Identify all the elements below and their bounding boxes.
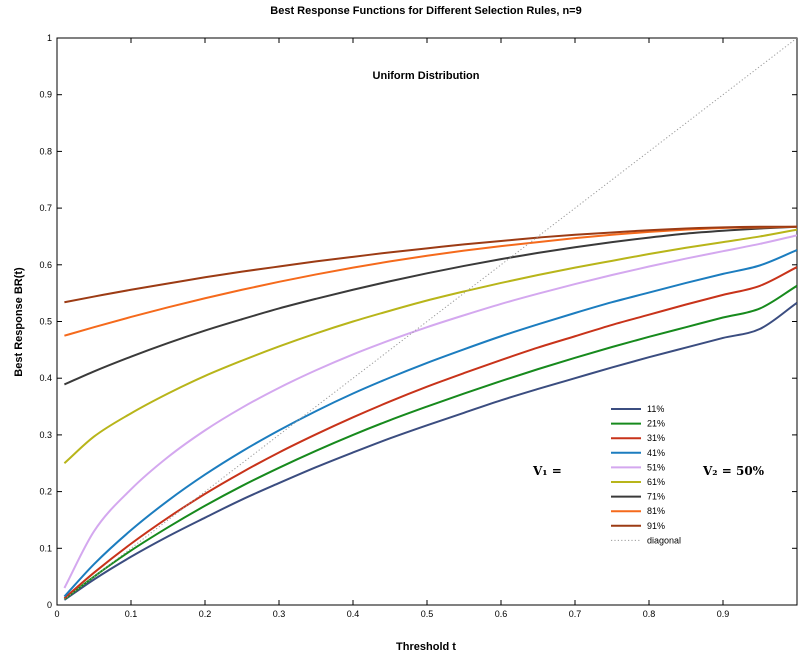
x-tick-label: 0.7 [569,609,582,619]
x-tick-label: 0.8 [643,609,656,619]
chart-title: Best Response Functions for Different Se… [270,5,581,17]
y-tick-label: 0.6 [39,260,52,270]
series-line-51pct [63,234,797,589]
x-tick-label: 0 [54,609,59,619]
series-line-91pct [64,225,797,304]
y-tick-label: 0.8 [39,146,52,156]
y-tick-label: 0 [47,600,52,610]
x-tick-label: 0.3 [273,609,286,619]
legend-label: 61% [647,477,665,487]
series-line-71pct [63,225,797,386]
legend-label: 11% [647,404,664,414]
y-tick-label: 0.5 [39,317,52,327]
series-line-11pct [63,301,797,601]
legend-label: 51% [647,462,665,472]
y-tick-label: 0.7 [39,203,52,213]
y-tick-label: 0.3 [39,430,52,440]
legend-label: 21% [647,419,665,429]
x-tick-label: 0.4 [347,609,360,619]
series-line-81pct [64,225,797,337]
chart-subtitle: Uniform Distribution [373,70,480,82]
v2-annotation: V₂ = 50% [702,464,765,478]
y-tick-label: 0.9 [39,90,52,100]
series-line-diagonal [64,38,797,600]
plot-area: 0 0.1 0.2 0.3 0.4 0.5 0.6 0.7 0.8 0.9 1 0 0.1 0.2 0.3 0… [39,33,798,619]
x-tick-label: 0.6 [495,609,508,619]
y-tick-label: 0.2 [39,487,52,497]
x-tick-label: 0.9 [717,609,730,619]
legend-label: 91% [647,521,665,531]
legend-label: 71% [647,492,665,502]
legend-label: 81% [647,506,665,516]
legend-label: 41% [647,448,665,458]
x-tick-label: 0.2 [199,609,212,619]
series-line-31pct [63,266,797,599]
series-line-61pct [63,228,797,464]
x-tick-label: 0.1 [125,609,138,619]
y-tick-label: 0.1 [39,543,52,553]
x-tick-label: 0.5 [421,609,434,619]
y-tick-label: 0.4 [39,373,52,383]
series-line-21pct [63,284,797,601]
legend: 11% 21% 31% 41% 51% 61% 71% 81% 91% diagonal [611,404,681,545]
v1-annotation: V₁ = [532,464,562,478]
legend-label: diagonal [647,535,681,545]
y-tick-label: 1 [47,33,52,43]
series-line-41pct [63,249,797,598]
y-axis-label: Best Response BR(t) [13,267,25,377]
x-axis-label: Threshold t [396,641,456,653]
legend-label: 31% [647,433,665,443]
